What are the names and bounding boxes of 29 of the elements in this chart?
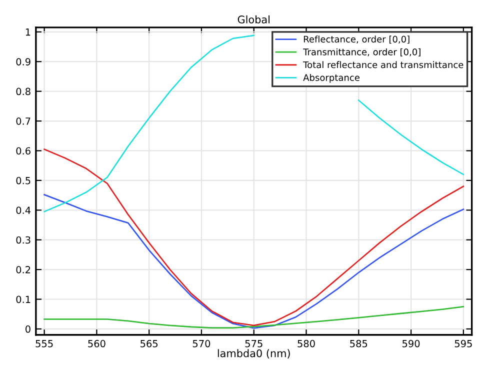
- legend-label: Total reflectance and transmittance: [303, 61, 464, 68]
- chart-title: Global: [238, 15, 270, 24]
- legend-label: Transmittance, order [0,0]: [303, 48, 420, 56]
- y-tick-label: 0.3: [16, 236, 30, 244]
- x-tick-label: 560: [88, 340, 106, 348]
- x-tick-label: 575: [245, 340, 262, 348]
- y-tick-label: 0: [26, 325, 30, 333]
- y-tick-label: 0.5: [16, 176, 30, 184]
- x-tick-label: 585: [350, 340, 368, 348]
- y-tick-label: 0.2: [16, 266, 30, 274]
- y-tick-label: 0.8: [16, 88, 30, 96]
- line-series: [44, 306, 464, 328]
- y-tick-label: 0.9: [16, 58, 30, 66]
- x-tick-label: 565: [140, 340, 158, 348]
- x-tick-label: 570: [192, 340, 210, 348]
- x-axis-title: lambda0 (nm): [218, 349, 290, 358]
- y-tick-label: 1: [26, 28, 30, 36]
- y-tick-label: 0.1: [16, 296, 30, 304]
- legend-label: Reflectance, order [0,0]: [304, 36, 410, 44]
- y-tick-label: 0.4: [16, 206, 31, 214]
- x-tick-label: 555: [36, 340, 53, 348]
- x-tick-label: 590: [402, 340, 420, 348]
- line-series: [44, 194, 464, 329]
- x-tick-label: 595: [454, 340, 472, 348]
- line-series: [44, 148, 464, 326]
- y-tick-label: 0.6: [16, 147, 30, 155]
- y-tick-label: 0.7: [16, 117, 30, 125]
- legend-label: Absorptance: [303, 74, 360, 83]
- x-tick-label: 580: [298, 340, 315, 348]
